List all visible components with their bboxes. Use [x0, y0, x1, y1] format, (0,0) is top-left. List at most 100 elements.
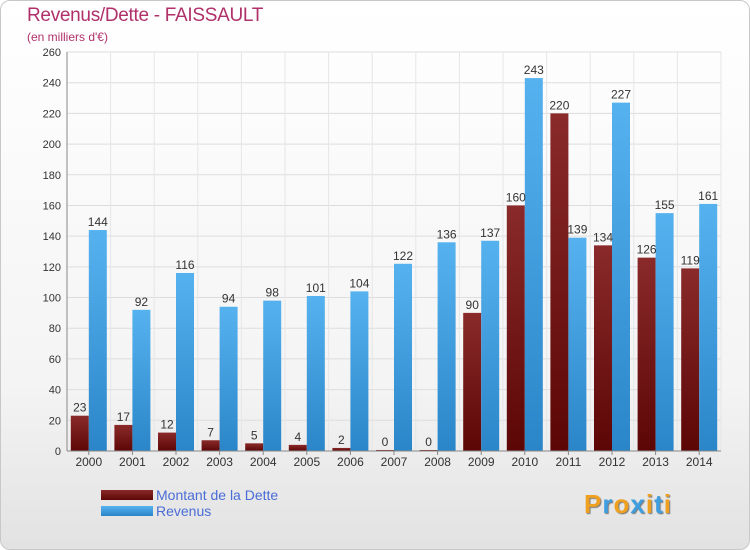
- data-label-revenus: 139: [567, 223, 587, 237]
- data-label-revenus: 137: [480, 226, 500, 240]
- bar-revenus: [219, 306, 238, 451]
- proxiti-logo: Proxiti: [584, 489, 672, 520]
- logo-letter: P: [584, 489, 603, 519]
- data-label-revenus: 136: [437, 227, 457, 241]
- data-label-debt: 17: [117, 410, 131, 424]
- data-label-revenus: 161: [698, 189, 718, 203]
- y-tick-label: 180: [43, 170, 61, 182]
- bar-debt: [332, 447, 351, 451]
- logo-letter: r: [602, 489, 614, 519]
- x-tick-label: 2008: [424, 455, 451, 469]
- data-label-revenus: 94: [222, 292, 236, 306]
- legend-label-debt: Montant de la Dette: [156, 487, 279, 503]
- bar-debt: [463, 312, 482, 451]
- data-label-debt: 7: [207, 425, 214, 439]
- y-tick-label: 200: [43, 139, 61, 151]
- label-layer: 23 144 17 92 12 116 7 94 5 98 4 101 2 104 0 122 0 136 90 13…: [73, 63, 718, 449]
- data-label-debt: 160: [506, 190, 526, 204]
- bar-debt: [114, 424, 133, 451]
- data-label-revenus: 122: [393, 249, 413, 263]
- data-label-revenus: 92: [135, 295, 149, 309]
- bar-revenus: [568, 237, 587, 451]
- bar-layer: [70, 78, 718, 452]
- bar-debt: [594, 245, 612, 451]
- data-label-debt: 119: [681, 253, 700, 267]
- bar-revenus: [306, 296, 325, 451]
- bar-debt: [550, 113, 569, 451]
- data-label-revenus: 98: [266, 286, 280, 300]
- bar-debt: [288, 444, 307, 451]
- bar-revenus: [481, 240, 500, 451]
- x-tick-label: 2001: [119, 455, 146, 469]
- data-label-revenus: 155: [655, 198, 675, 212]
- bar-revenus: [88, 230, 107, 451]
- data-label-debt: 23: [73, 401, 87, 415]
- bar-debt: [637, 257, 656, 451]
- y-tick-label: 120: [43, 262, 61, 274]
- data-label-debt: 2: [338, 433, 345, 447]
- bar-revenus: [132, 309, 151, 451]
- data-label-debt: 0: [425, 435, 432, 449]
- data-label-debt: 0: [382, 435, 389, 449]
- y-tick-label: 260: [43, 47, 61, 59]
- bar-debt: [201, 440, 220, 451]
- data-label-debt: 90: [466, 298, 480, 312]
- data-label-debt: 220: [549, 98, 569, 112]
- data-label-debt: 12: [160, 418, 174, 432]
- bar-revenus: [699, 203, 718, 451]
- bar-debt: [506, 205, 525, 451]
- x-tick-label: 2007: [381, 455, 408, 469]
- chart-title: Revenus/Dette - FAISSAULT: [27, 5, 264, 26]
- bar-revenus: [350, 291, 369, 451]
- x-tick-label: 2013: [642, 455, 669, 469]
- y-tick-label: 80: [49, 323, 61, 335]
- bar-revenus: [655, 213, 674, 451]
- x-tick-label: 2006: [337, 455, 364, 469]
- data-label-revenus: 101: [306, 281, 326, 295]
- x-tick-label: 2011: [555, 455, 581, 469]
- y-tick-label: 100: [43, 293, 61, 305]
- y-tick-label: 220: [43, 108, 61, 120]
- logo-letter: t: [654, 489, 664, 519]
- bar-debt: [681, 268, 700, 451]
- data-label-revenus: 243: [524, 63, 544, 77]
- y-tick-label: 60: [49, 354, 61, 366]
- data-label-debt: 5: [251, 428, 258, 442]
- bar-revenus: [394, 263, 412, 451]
- bar-debt: [70, 415, 89, 451]
- axis-layer: 0204060801001201401601802002202402602000…: [43, 47, 721, 469]
- y-tick-label: 160: [43, 200, 61, 212]
- x-tick-label: 2012: [599, 455, 626, 469]
- logo-letter: i: [645, 489, 655, 519]
- x-tick-label: 2002: [163, 455, 190, 469]
- x-tick-label: 2000: [75, 455, 102, 469]
- data-label-debt: 134: [593, 230, 613, 244]
- bar-revenus: [612, 102, 630, 452]
- bar-revenus: [176, 272, 194, 451]
- bar-debt: [245, 443, 264, 451]
- data-label-revenus: 116: [175, 258, 194, 272]
- bar-revenus: [437, 242, 456, 451]
- y-tick-label: 240: [43, 78, 61, 90]
- logo-letter: i: [663, 489, 672, 519]
- bar-revenus: [524, 78, 543, 451]
- x-tick-label: 2003: [206, 455, 233, 469]
- x-tick-label: 2014: [686, 455, 713, 469]
- legend-swatch-debt: [101, 490, 153, 500]
- data-label-revenus: 227: [611, 88, 631, 102]
- chart-subtitle: (en milliers d'€): [27, 30, 108, 44]
- legend-label-revenus: Revenus: [156, 503, 212, 519]
- data-label-revenus: 144: [88, 215, 108, 229]
- y-tick-label: 0: [55, 446, 61, 458]
- logo-letter: x: [630, 489, 646, 519]
- data-label-debt: 4: [294, 430, 301, 444]
- x-tick-label: 2010: [511, 455, 538, 469]
- bar-revenus: [263, 300, 282, 451]
- data-label-revenus: 104: [349, 276, 369, 290]
- bar-debt: [158, 432, 176, 451]
- y-tick-label: 20: [49, 415, 61, 427]
- x-tick-label: 2004: [250, 455, 277, 469]
- y-tick-label: 140: [43, 231, 61, 243]
